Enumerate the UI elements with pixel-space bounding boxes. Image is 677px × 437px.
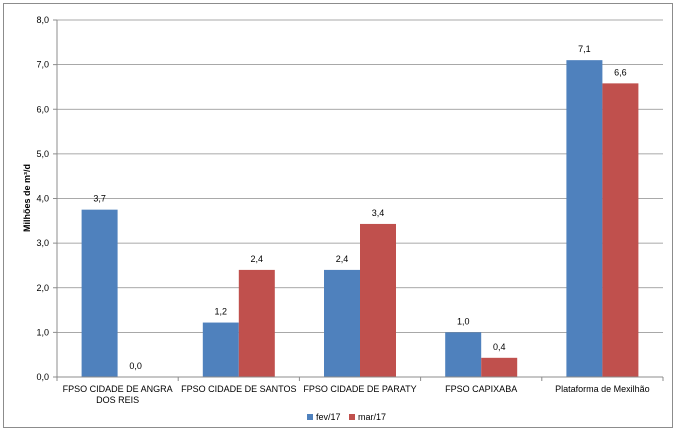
legend-label: fev/17 [316, 412, 341, 422]
data-label: 6,6 [614, 67, 627, 77]
y-tick-label: 0,0 [36, 372, 49, 382]
y-axis-label: Milhões de m³/d [22, 164, 32, 232]
bar-fev-17 [566, 60, 603, 377]
bar-fev-17 [81, 209, 118, 377]
data-label: 1,0 [457, 316, 470, 326]
data-label: 3,4 [372, 208, 385, 218]
y-tick-label: 4,0 [36, 194, 49, 204]
x-tick-label: DOS REIS [96, 395, 139, 405]
data-label: 1,2 [215, 307, 228, 317]
data-label: 2,4 [336, 254, 349, 264]
data-labels: 3,7 0,0 1,2 2,4 2,4 3,4 1,0 0,4 7,1 6,6 [93, 44, 626, 371]
y-tick-label: 1,0 [36, 327, 49, 337]
y-tick-label: 8,0 [36, 15, 49, 25]
data-label: 3,7 [93, 194, 106, 204]
y-tick-label: 6,0 [36, 104, 49, 114]
legend-label: mar/17 [358, 412, 386, 422]
x-tick-label: FPSO CIDADE DE PARATY [303, 384, 416, 394]
bar-mar-17 [602, 83, 639, 378]
data-label: 7,1 [578, 44, 591, 54]
y-axis-ticks: 0,0 1,0 2,0 3,0 4,0 5,0 6,0 7,0 8,0 [36, 15, 57, 382]
bar-mar-17 [360, 223, 396, 377]
gridlines [57, 19, 663, 333]
data-label: 0,0 [129, 361, 142, 371]
x-tick-label: FPSO CIDADE DE ANGRA [63, 384, 173, 394]
bar-mar-17 [238, 269, 275, 377]
axes [56, 20, 663, 378]
legend-swatch [307, 414, 313, 420]
bar-fev-17 [445, 332, 482, 377]
y-tick-label: 2,0 [36, 283, 49, 293]
y-tick-label: 5,0 [36, 149, 49, 159]
data-label: 2,4 [251, 254, 264, 264]
bar-fev-17 [324, 269, 360, 377]
bars [81, 60, 639, 378]
x-tick-label: FPSO CAPIXABA [445, 384, 517, 394]
y-tick-label: 3,0 [36, 238, 49, 248]
data-label: 0,4 [493, 342, 506, 352]
x-tick-label: FPSO CIDADE DE SANTOS [181, 384, 296, 394]
y-tick-label: 7,0 [36, 60, 49, 70]
x-tick-label: Plataforma de Mexilhão [555, 384, 650, 394]
legend: fev/17 mar/17 [307, 412, 386, 422]
legend-swatch [349, 414, 355, 420]
bar-fev-17 [202, 322, 239, 377]
bar-mar-17 [481, 357, 518, 377]
